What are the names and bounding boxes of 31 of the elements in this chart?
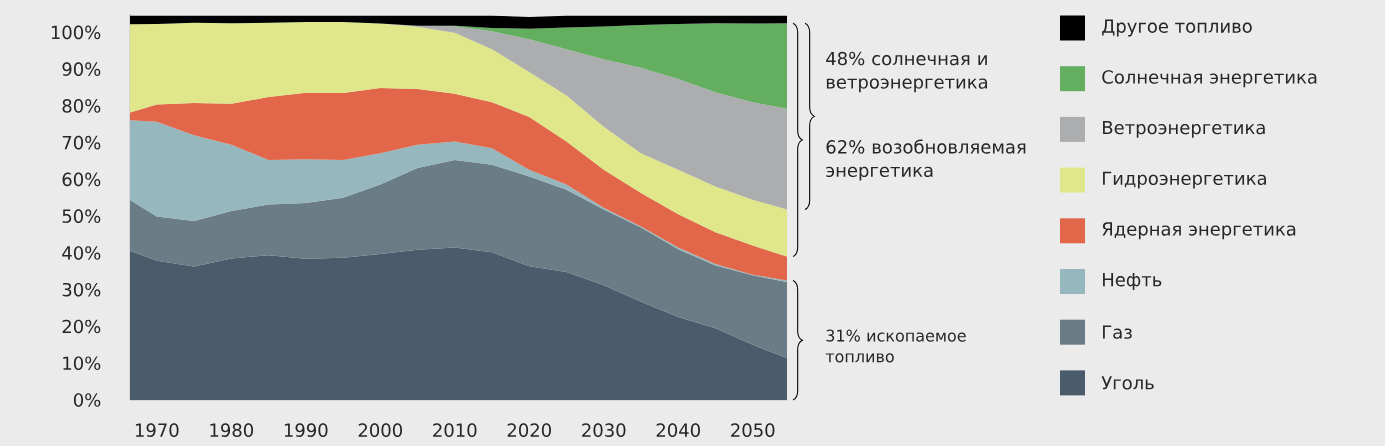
y-tick-label: 80% [62,99,101,113]
y-tick-label: 90% [62,62,101,76]
y-tick-label: 100% [51,25,101,40]
legend-label: Ветроэнергетика [1103,120,1265,138]
legend-label: Газ [1103,325,1132,339]
text: 48% солнечная и ветроэнергетика [826,51,988,93]
x-tick-label: 2020 [507,423,551,437]
y-tick-label: 60% [62,172,101,187]
text: 62% возобновляемая энергетика [826,139,1026,181]
y-tick-label: 70% [62,135,101,150]
legend-label: Уголь [1101,376,1154,390]
y-tick-label: 10% [63,356,101,371]
x-tick-label: 2030 [582,423,626,437]
x-tick-label: 1980 [210,423,254,437]
y-tick-label: 40% [62,246,101,260]
x-tick-label: 2050 [731,423,775,437]
text: 31% ископаемое топливо [825,329,966,363]
y-tick-label: 20% [62,319,101,334]
x-tick-label: 2010 [433,423,477,437]
legend-label: Солнечная энергетика [1102,70,1317,88]
x-tick-label: 2000 [358,423,402,437]
legend-label: Гидроэнергетика [1103,171,1266,189]
x-tick-label: 1990 [284,423,328,437]
legend-label: Ядерная энергетика [1102,222,1296,240]
legend-label: Другое топливо [1102,19,1252,37]
x-tick-label: 2040 [656,423,700,437]
y-tick-label: 30% [62,282,101,297]
legend-label: Нефть [1103,273,1162,290]
y-tick-label: 0% [73,393,101,407]
y-tick-label: 50% [62,209,101,223]
x-tick-label: 1970 [135,423,179,437]
